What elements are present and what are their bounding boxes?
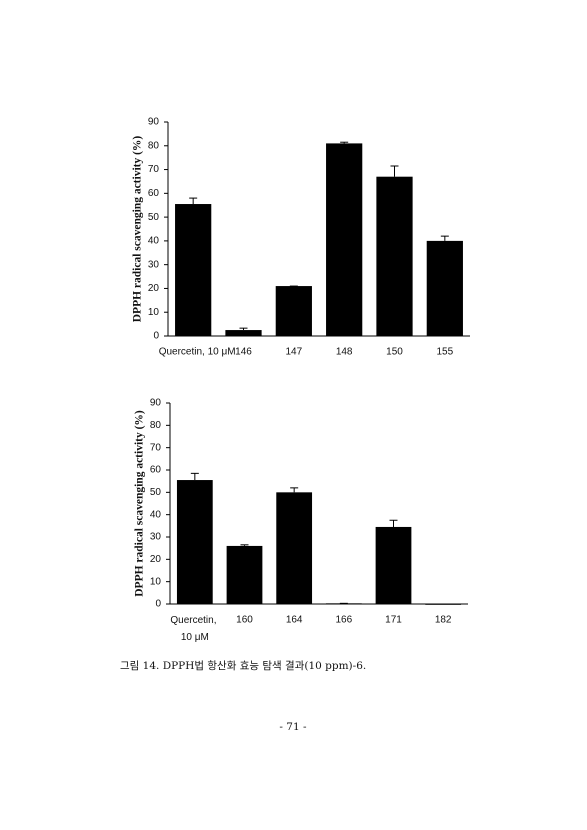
y-tick-label: 60	[148, 188, 160, 199]
y-tick-label: 60	[150, 465, 162, 476]
y-tick-label: 30	[150, 532, 162, 543]
y-tick-label: 80	[148, 140, 160, 151]
bar	[326, 143, 363, 336]
y-tick-label: 40	[148, 236, 160, 247]
x-tick-label: 160	[236, 615, 253, 626]
x-tick-label: 148	[336, 347, 353, 358]
bar	[376, 176, 413, 336]
y-tick-label: 20	[148, 283, 160, 294]
y-axis-label: DPPH radical scavenging activity (%)	[132, 136, 144, 323]
bar	[175, 204, 212, 336]
y-tick-label: 30	[148, 259, 160, 270]
bar	[225, 330, 262, 336]
y-tick-label: 70	[148, 164, 160, 175]
y-tick-label: 10	[148, 307, 160, 318]
y-tick-label: 0	[155, 599, 161, 610]
y-tick-label: 40	[150, 509, 162, 520]
x-tick-label: 146	[235, 347, 252, 358]
bar	[275, 286, 312, 336]
x-tick-label: Quercetin, 10 μM	[170, 615, 219, 643]
bar	[276, 492, 313, 604]
bar	[226, 545, 263, 604]
x-tick-label: 182	[435, 615, 452, 626]
bar	[176, 480, 213, 604]
x-tick-label: 155	[436, 347, 453, 358]
y-tick-label: 70	[150, 442, 162, 453]
y-axis-label: DPPH radical scavenging activity (%)	[134, 410, 146, 597]
x-tick-label: 164	[286, 615, 303, 626]
figure-caption: 그림 14. DPPH법 항산화 효능 탐색 결과(10 ppm)-6.	[120, 660, 366, 672]
x-tick-label: 171	[385, 615, 402, 626]
y-tick-label: 80	[150, 420, 162, 431]
bar	[375, 526, 412, 604]
x-tick-label: 166	[335, 615, 352, 626]
y-tick-label: 20	[150, 554, 162, 565]
page-number: - 71 -	[279, 721, 307, 733]
x-tick-label: 147	[285, 347, 302, 358]
bar	[426, 240, 463, 336]
x-tick-label: 150	[386, 347, 403, 358]
y-tick-label: 50	[150, 487, 162, 498]
y-tick-label: 0	[153, 331, 159, 342]
x-tick-label: Quercetin, 10 μM	[159, 347, 236, 358]
y-tick-label: 50	[148, 212, 160, 223]
y-tick-label: 90	[150, 398, 162, 409]
y-tick-label: 90	[148, 117, 160, 128]
y-tick-label: 10	[150, 576, 162, 587]
